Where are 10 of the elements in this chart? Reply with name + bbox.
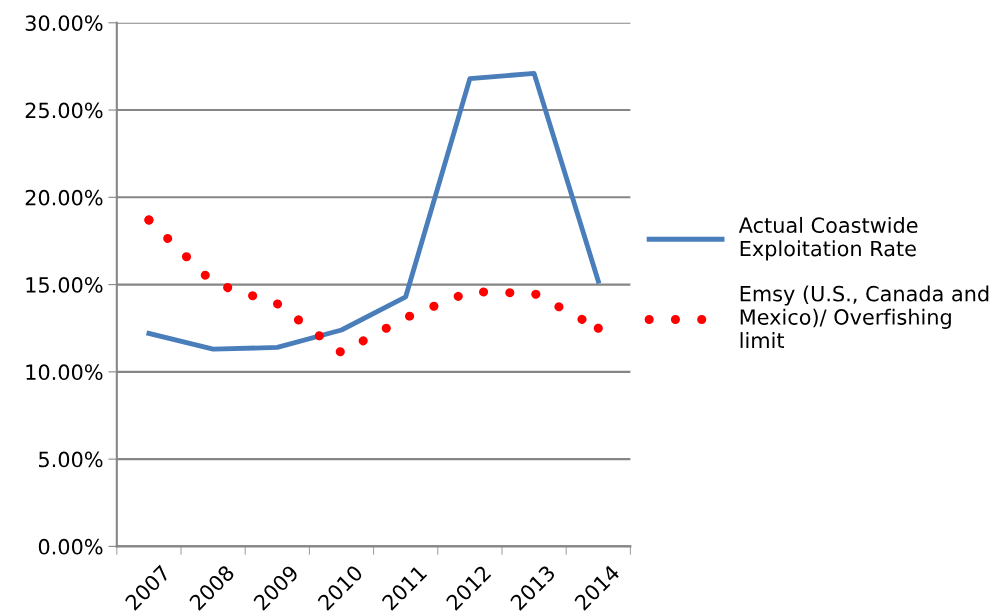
y-tick-label: 5.00% (39, 451, 103, 468)
y-tick-label: 10.00% (26, 364, 103, 381)
legend-label: Emsy (U.S., Canada and Mexico)/ Overfishing limit (740, 285, 989, 348)
y-tick-label: 0.00% (38, 538, 103, 555)
legend-label: Actual Coastwide Exploitation Rate (738, 216, 918, 261)
y-tick-label: 25.00% (25, 102, 103, 119)
line-series (146, 70, 601, 352)
y-tick-label: 15.00% (26, 277, 103, 293)
y-tick-label: 30.00% (25, 15, 103, 31)
y-tick-label: 20.00% (25, 189, 103, 206)
